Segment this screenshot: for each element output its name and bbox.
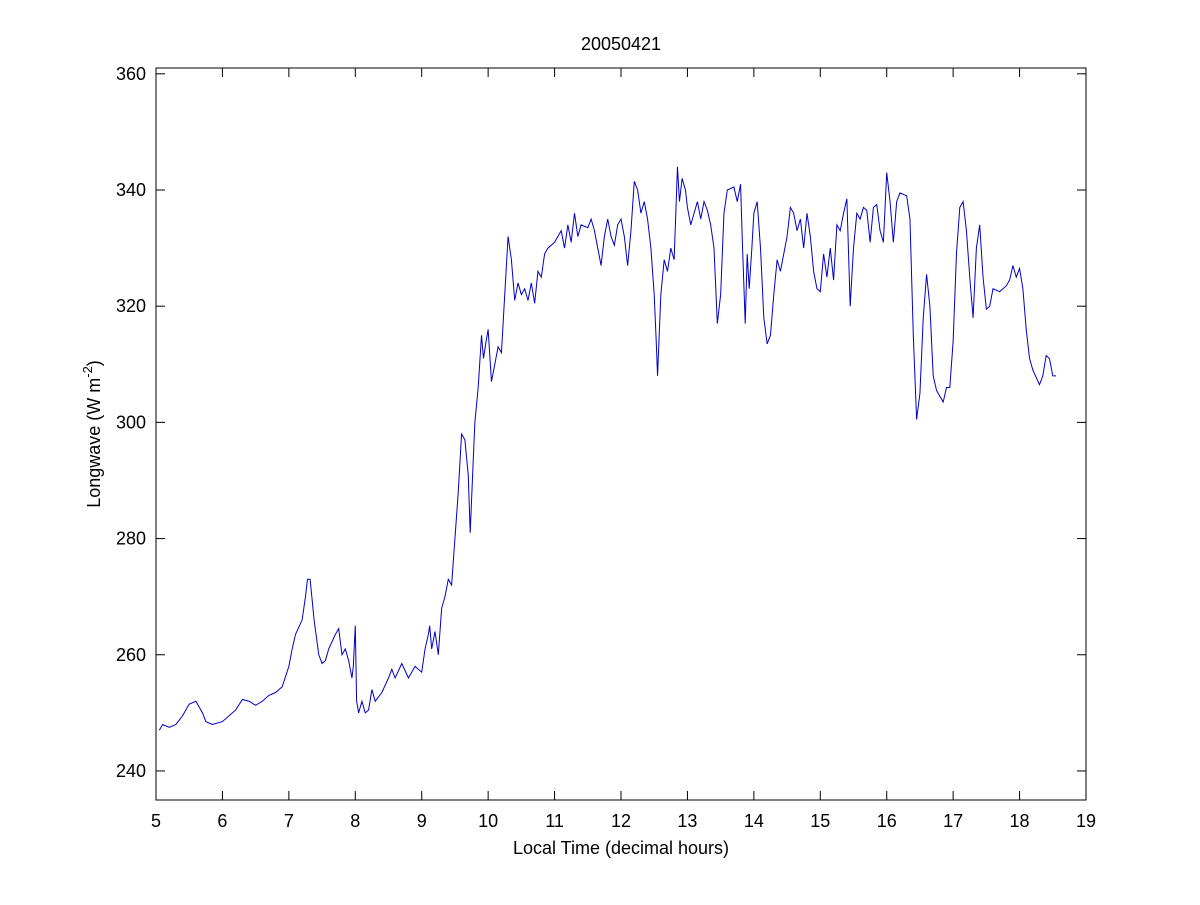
x-axis-label: Local Time (decimal hours) (513, 838, 729, 858)
y-axis-label: Longwave (W m-2) (80, 360, 104, 508)
x-tick-label: 19 (1076, 811, 1096, 831)
x-tick-label: 13 (677, 811, 697, 831)
x-tick-label: 7 (284, 811, 294, 831)
y-tick-label: 240 (116, 761, 146, 781)
x-tick-label: 14 (744, 811, 764, 831)
y-label-suffix: ) (84, 360, 104, 366)
y-tick-label: 260 (116, 645, 146, 665)
x-tick-label: 18 (1010, 811, 1030, 831)
x-tick-label: 6 (217, 811, 227, 831)
plot-frame (155, 67, 1087, 801)
y-label-superscript: -2 (80, 366, 95, 378)
y-tick-label: 340 (116, 180, 146, 200)
y-tick-label: 320 (116, 296, 146, 316)
y-label-text: Longwave (W m (84, 378, 104, 508)
x-tick-label: 9 (417, 811, 427, 831)
chart-title: 20050421 (581, 34, 661, 54)
x-tick-label: 16 (877, 811, 897, 831)
x-tick-label: 15 (810, 811, 830, 831)
y-tick-label: 360 (116, 64, 146, 84)
x-tick-label: 8 (350, 811, 360, 831)
y-tick-label: 300 (116, 412, 146, 432)
x-tick-label: 5 (151, 811, 161, 831)
x-tick-label: 12 (611, 811, 631, 831)
data-line (158, 166, 1057, 731)
x-tick-label: 11 (545, 811, 564, 831)
x-tick-label: 17 (943, 811, 963, 831)
x-tick-label: 10 (478, 811, 498, 831)
y-tick-label: 280 (116, 529, 146, 549)
